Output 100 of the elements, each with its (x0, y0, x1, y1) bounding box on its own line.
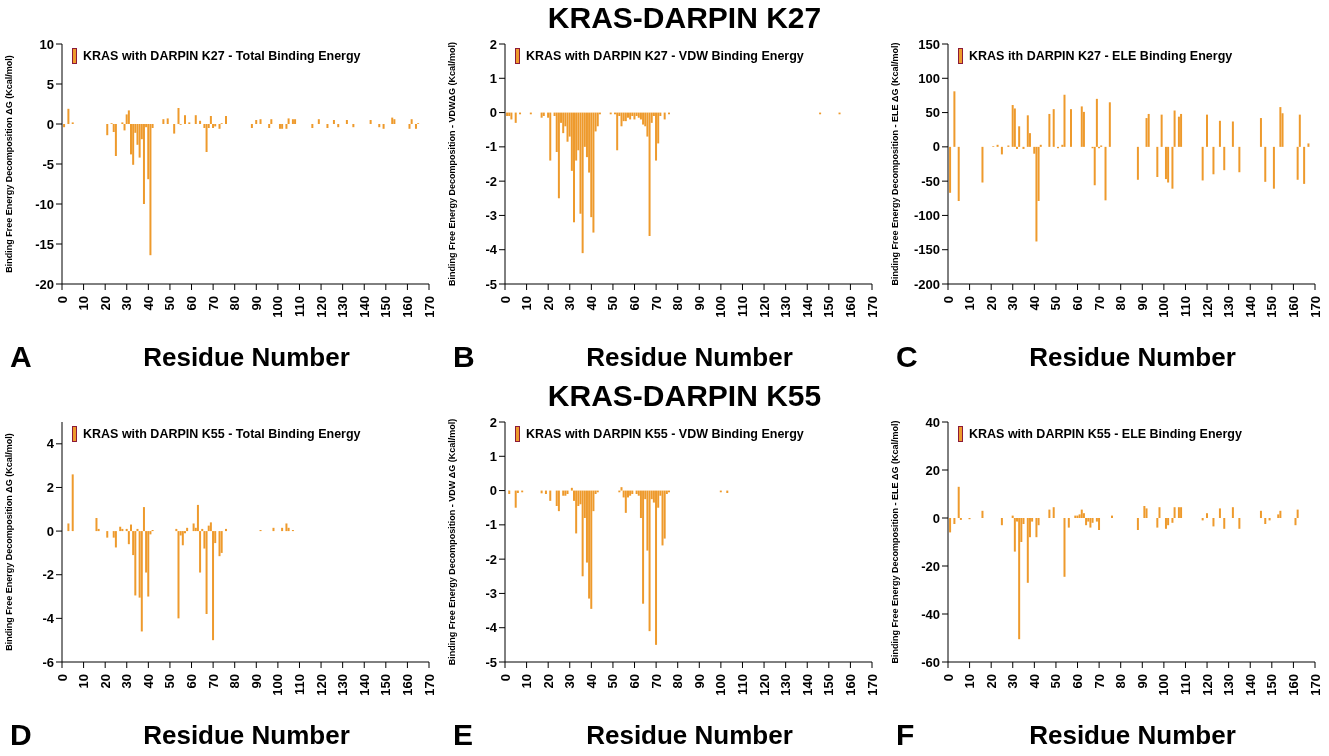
bar (1158, 507, 1161, 518)
bar (270, 119, 273, 124)
x-axis-title: Residue Number (143, 720, 350, 750)
bar (352, 124, 355, 128)
bar (67, 523, 70, 532)
bar (953, 91, 956, 147)
x-tick-label: 30 (119, 674, 135, 689)
bar (287, 118, 290, 124)
bar (1080, 509, 1083, 518)
bar (281, 124, 284, 129)
bar (205, 124, 208, 152)
bar (1095, 98, 1098, 147)
x-tick-label: 130 (335, 674, 351, 696)
bar (140, 531, 143, 632)
x-tick-label: 170 (421, 296, 437, 318)
x-tick-label: 140 (1242, 296, 1258, 318)
bar (1218, 508, 1221, 518)
y-tick-label: -3 (485, 586, 497, 602)
y-tick-label: -150 (913, 242, 940, 258)
bar (201, 528, 204, 532)
bar (1218, 120, 1221, 147)
x-tick-label: 160 (842, 296, 858, 318)
y-tick-label: 20 (925, 462, 940, 478)
bar (1018, 126, 1021, 147)
bar (1063, 94, 1066, 147)
x-tick-label: 140 (356, 296, 372, 318)
y-tick-label: -1 (485, 139, 497, 155)
y-tick-label: -50 (921, 173, 940, 189)
bar (67, 108, 70, 124)
bar (173, 124, 176, 134)
y-tick-label: 10 (39, 36, 54, 52)
x-tick-label: 110 (734, 296, 750, 317)
x-tick-label: 140 (1242, 674, 1258, 696)
x-tick-label: 160 (399, 296, 415, 318)
bar (127, 531, 130, 545)
y-tick-label: -10 (35, 196, 54, 212)
x-tick-label: 160 (399, 674, 415, 696)
x-tick-label: 130 (778, 296, 794, 318)
bar (949, 518, 952, 533)
x-tick-label: 60 (1070, 674, 1086, 689)
bar (1048, 509, 1051, 518)
x-tick-label: 150 (821, 674, 837, 696)
y-tick-label: 2 (489, 36, 497, 52)
bar (218, 531, 221, 557)
x-tick-label: 90 (1134, 674, 1150, 689)
y-tick-label: -15 (35, 236, 54, 252)
x-tick-label: 70 (205, 674, 221, 689)
x-tick-label: 110 (1177, 674, 1193, 695)
bar (95, 518, 98, 532)
bar (1212, 518, 1215, 527)
bar (138, 124, 141, 158)
x-tick-label: 20 (97, 674, 113, 689)
bar (1147, 113, 1150, 147)
x-tick-label: 30 (562, 296, 578, 311)
x-tick-label: 160 (842, 674, 858, 696)
bar (285, 124, 288, 129)
bar (1205, 513, 1208, 518)
bar (408, 124, 411, 129)
bar (199, 531, 202, 573)
bar (1238, 518, 1241, 529)
x-tick-label: 100 (1156, 674, 1172, 696)
bar (1067, 518, 1070, 528)
bar (125, 114, 128, 124)
bar (1296, 509, 1299, 518)
bar (142, 124, 145, 204)
x-tick-label: 50 (162, 296, 178, 311)
y-tick-label: -5 (485, 276, 497, 292)
bar (1212, 146, 1215, 175)
bar (1104, 146, 1107, 201)
bar (71, 474, 74, 532)
x-tick-label: 10 (962, 296, 978, 311)
y-tick-label: 0 (932, 139, 940, 155)
bar (1000, 518, 1003, 526)
bar (196, 504, 199, 532)
x-tick-label: 20 (983, 674, 999, 689)
bar (177, 531, 180, 619)
x-tick-label: 20 (540, 296, 556, 311)
x-tick-label: 20 (97, 296, 113, 311)
bar (1016, 146, 1018, 149)
bar (192, 523, 195, 532)
y-tick-label: 0 (489, 483, 497, 499)
bar (981, 146, 984, 183)
bar (130, 524, 132, 532)
y-tick-label: 5 (46, 76, 54, 92)
y-axis-title: Binding Free Energy Decomposition ΔG (Kcal/mol) (4, 55, 15, 273)
x-tick-label: 80 (670, 296, 686, 311)
bar (166, 118, 169, 124)
bar (1000, 146, 1003, 155)
bar (1264, 146, 1267, 182)
x-tick-label: 100 (270, 296, 286, 318)
bar (175, 528, 178, 532)
bar (285, 523, 288, 532)
y-tick-label: 1 (489, 448, 497, 464)
bar (1279, 107, 1282, 147)
bar (1173, 110, 1176, 147)
bar (1035, 146, 1038, 242)
bar (1167, 146, 1170, 183)
bar (1145, 118, 1148, 147)
bar (1223, 518, 1226, 529)
bar (1167, 518, 1170, 526)
